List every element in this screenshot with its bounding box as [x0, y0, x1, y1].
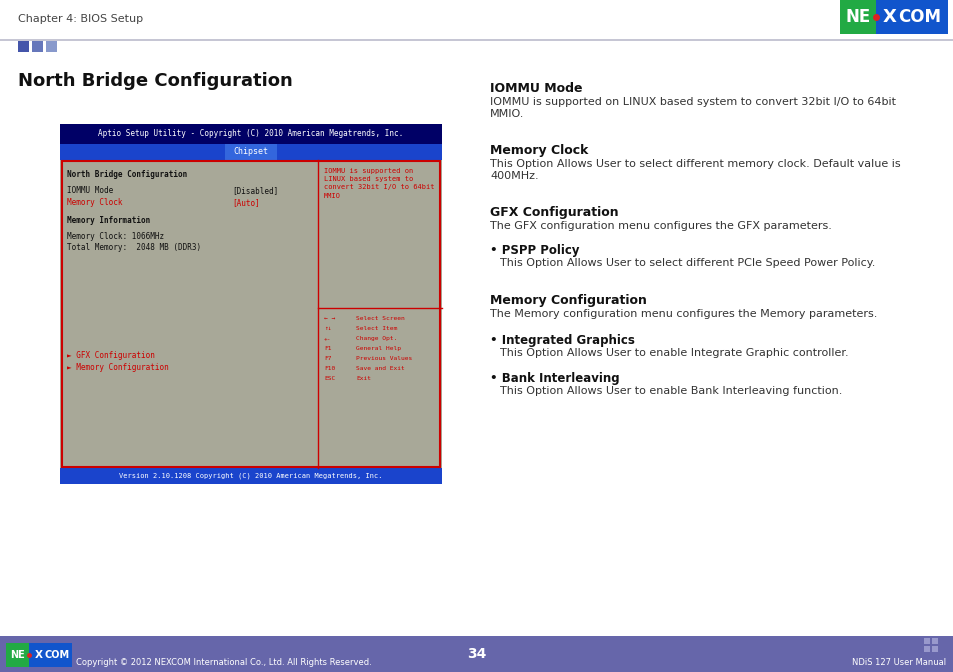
- Text: General Help: General Help: [355, 346, 400, 351]
- Text: F10: F10: [324, 366, 335, 371]
- Text: Previous Values: Previous Values: [355, 356, 412, 361]
- Text: Select Screen: Select Screen: [355, 316, 404, 321]
- Text: • PSPP Policy: • PSPP Policy: [490, 244, 578, 257]
- Bar: [60, 468, 441, 484]
- Bar: [30, 643, 71, 667]
- Bar: [875, 0, 947, 34]
- Text: • Bank Interleaving: • Bank Interleaving: [490, 372, 619, 385]
- Text: Memory Information: Memory Information: [67, 216, 150, 225]
- Text: 400MHz.: 400MHz.: [490, 171, 538, 181]
- Text: Select Item: Select Item: [355, 326, 396, 331]
- Text: North Bridge Configuration: North Bridge Configuration: [67, 170, 187, 179]
- Bar: [6, 643, 30, 667]
- Text: The GFX configuration menu configures the GFX parameters.: The GFX configuration menu configures th…: [490, 221, 831, 231]
- Text: Save and Exit: Save and Exit: [355, 366, 404, 371]
- Text: Total Memory:  2048 MB (DDR3): Total Memory: 2048 MB (DDR3): [67, 243, 201, 252]
- Text: Copyright © 2012 NEXCOM International Co., Ltd. All Rights Reserved.: Copyright © 2012 NEXCOM International Co…: [76, 658, 372, 667]
- Text: COM: COM: [898, 8, 941, 26]
- Text: X: X: [35, 650, 43, 660]
- Text: ↑↓: ↑↓: [324, 326, 331, 331]
- Text: Memory Clock: 1066MHz: Memory Clock: 1066MHz: [67, 232, 164, 241]
- Text: Version 2.10.1208 Copyright (C) 2010 American Megatrends, Inc.: Version 2.10.1208 Copyright (C) 2010 Ame…: [119, 472, 382, 479]
- Text: ► Memory Configuration: ► Memory Configuration: [67, 363, 169, 372]
- Text: • Integrated Graphics: • Integrated Graphics: [490, 334, 634, 347]
- Bar: [225, 144, 276, 160]
- Text: ► GFX Configuration: ► GFX Configuration: [67, 351, 154, 360]
- Bar: [0, 636, 953, 672]
- Text: NE: NE: [10, 650, 25, 660]
- Text: Chapter 4: BIOS Setup: Chapter 4: BIOS Setup: [18, 14, 143, 24]
- Text: MMIO.: MMIO.: [490, 109, 524, 119]
- Bar: [923, 646, 929, 652]
- Text: This Option Allows User to select different memory clock. Default value is: This Option Allows User to select differ…: [490, 159, 900, 169]
- Text: Exit: Exit: [355, 376, 371, 381]
- Text: X: X: [882, 8, 896, 26]
- Bar: [923, 638, 929, 644]
- Bar: [32, 41, 43, 52]
- Text: Memory Clock: Memory Clock: [67, 198, 122, 207]
- Bar: [840, 0, 875, 34]
- Text: Memory Clock: Memory Clock: [490, 144, 588, 157]
- Text: The Memory configuration menu configures the Memory parameters.: The Memory configuration menu configures…: [490, 309, 877, 319]
- Text: ESC: ESC: [324, 376, 335, 381]
- Text: This Option Allows User to select different PCIe Speed Power Policy.: This Option Allows User to select differ…: [499, 258, 875, 268]
- Text: This Option Allows User to enable Bank Interleaving function.: This Option Allows User to enable Bank I…: [499, 386, 841, 396]
- Bar: [931, 638, 937, 644]
- Bar: [62, 161, 439, 467]
- Text: IOMMU Mode: IOMMU Mode: [67, 186, 113, 195]
- Text: Aptio Setup Utility - Copyright (C) 2010 American Megatrends, Inc.: Aptio Setup Utility - Copyright (C) 2010…: [98, 130, 403, 138]
- Text: Change Opt.: Change Opt.: [355, 336, 396, 341]
- Bar: [18, 41, 29, 52]
- Text: This Option Allows User to enable Integrate Graphic controller.: This Option Allows User to enable Integr…: [499, 348, 848, 358]
- Text: NDiS 127 User Manual: NDiS 127 User Manual: [851, 658, 945, 667]
- Bar: [931, 646, 937, 652]
- Bar: [46, 41, 57, 52]
- Text: IOMMU is supported on LINUX based system to convert 32bit I/O to 64bit: IOMMU is supported on LINUX based system…: [490, 97, 895, 107]
- Text: NE: NE: [844, 8, 870, 26]
- Text: ← →: ← →: [324, 316, 335, 321]
- Text: [Disabled]: [Disabled]: [232, 186, 278, 195]
- Bar: [60, 124, 441, 144]
- Bar: [60, 160, 441, 484]
- Text: Chipset: Chipset: [233, 147, 268, 157]
- Text: North Bridge Configuration: North Bridge Configuration: [18, 72, 293, 90]
- Text: IOMMU Mode: IOMMU Mode: [490, 82, 582, 95]
- Text: [Auto]: [Auto]: [232, 198, 259, 207]
- Text: GFX Configuration: GFX Configuration: [490, 206, 618, 219]
- Text: +-: +-: [324, 336, 331, 341]
- Text: COM: COM: [45, 650, 70, 660]
- Text: F1: F1: [324, 346, 331, 351]
- Bar: [60, 144, 441, 160]
- Text: Memory Configuration: Memory Configuration: [490, 294, 646, 307]
- Text: F7: F7: [324, 356, 331, 361]
- Text: 34: 34: [467, 647, 486, 661]
- Text: IOMMU is supported on
LINUX based system to
convert 32bit I/O to 64bit
MMIO: IOMMU is supported on LINUX based system…: [324, 168, 434, 199]
